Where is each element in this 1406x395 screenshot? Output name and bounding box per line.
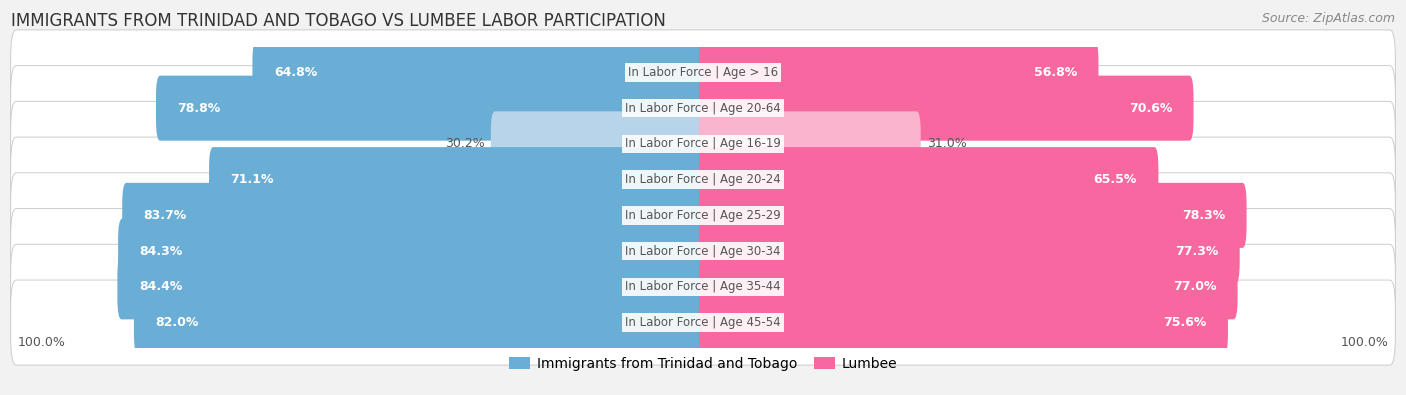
FancyBboxPatch shape <box>209 147 707 212</box>
Text: 78.8%: 78.8% <box>177 102 221 115</box>
Text: In Labor Force | Age 45-54: In Labor Force | Age 45-54 <box>626 316 780 329</box>
Text: 75.6%: 75.6% <box>1163 316 1206 329</box>
Text: In Labor Force | Age > 16: In Labor Force | Age > 16 <box>628 66 778 79</box>
FancyBboxPatch shape <box>11 245 1395 329</box>
FancyBboxPatch shape <box>699 40 1098 105</box>
FancyBboxPatch shape <box>699 75 1194 141</box>
Text: 84.3%: 84.3% <box>139 245 183 258</box>
Text: In Labor Force | Age 25-29: In Labor Force | Age 25-29 <box>626 209 780 222</box>
Text: 30.2%: 30.2% <box>444 137 485 150</box>
Text: In Labor Force | Age 35-44: In Labor Force | Age 35-44 <box>626 280 780 293</box>
Text: 77.3%: 77.3% <box>1175 245 1219 258</box>
Text: 56.8%: 56.8% <box>1033 66 1077 79</box>
FancyBboxPatch shape <box>699 290 1227 355</box>
FancyBboxPatch shape <box>699 218 1240 284</box>
FancyBboxPatch shape <box>134 290 707 355</box>
FancyBboxPatch shape <box>11 66 1395 150</box>
FancyBboxPatch shape <box>11 102 1395 186</box>
FancyBboxPatch shape <box>699 111 921 177</box>
FancyBboxPatch shape <box>156 75 707 141</box>
Text: 64.8%: 64.8% <box>274 66 316 79</box>
Text: 83.7%: 83.7% <box>143 209 187 222</box>
Text: 71.1%: 71.1% <box>231 173 274 186</box>
Text: 70.6%: 70.6% <box>1129 102 1173 115</box>
Text: In Labor Force | Age 20-24: In Labor Force | Age 20-24 <box>626 173 780 186</box>
Text: In Labor Force | Age 20-64: In Labor Force | Age 20-64 <box>626 102 780 115</box>
FancyBboxPatch shape <box>11 209 1395 293</box>
Text: 78.3%: 78.3% <box>1182 209 1225 222</box>
FancyBboxPatch shape <box>491 111 707 177</box>
Text: In Labor Force | Age 16-19: In Labor Force | Age 16-19 <box>626 137 780 150</box>
Text: In Labor Force | Age 30-34: In Labor Force | Age 30-34 <box>626 245 780 258</box>
FancyBboxPatch shape <box>11 280 1395 365</box>
FancyBboxPatch shape <box>117 254 707 320</box>
FancyBboxPatch shape <box>253 40 707 105</box>
Text: 31.0%: 31.0% <box>927 137 967 150</box>
Text: IMMIGRANTS FROM TRINIDAD AND TOBAGO VS LUMBEE LABOR PARTICIPATION: IMMIGRANTS FROM TRINIDAD AND TOBAGO VS L… <box>11 12 666 30</box>
FancyBboxPatch shape <box>699 183 1247 248</box>
FancyBboxPatch shape <box>11 30 1395 115</box>
FancyBboxPatch shape <box>699 254 1237 320</box>
FancyBboxPatch shape <box>11 173 1395 258</box>
FancyBboxPatch shape <box>11 137 1395 222</box>
FancyBboxPatch shape <box>122 183 707 248</box>
Text: 84.4%: 84.4% <box>139 280 183 293</box>
Legend: Immigrants from Trinidad and Tobago, Lumbee: Immigrants from Trinidad and Tobago, Lum… <box>509 357 897 371</box>
Text: 65.5%: 65.5% <box>1094 173 1137 186</box>
Text: 100.0%: 100.0% <box>1340 336 1389 349</box>
Text: 77.0%: 77.0% <box>1173 280 1216 293</box>
FancyBboxPatch shape <box>699 147 1159 212</box>
Text: 82.0%: 82.0% <box>155 316 198 329</box>
FancyBboxPatch shape <box>118 218 707 284</box>
Text: Source: ZipAtlas.com: Source: ZipAtlas.com <box>1261 12 1395 25</box>
Text: 100.0%: 100.0% <box>17 336 66 349</box>
